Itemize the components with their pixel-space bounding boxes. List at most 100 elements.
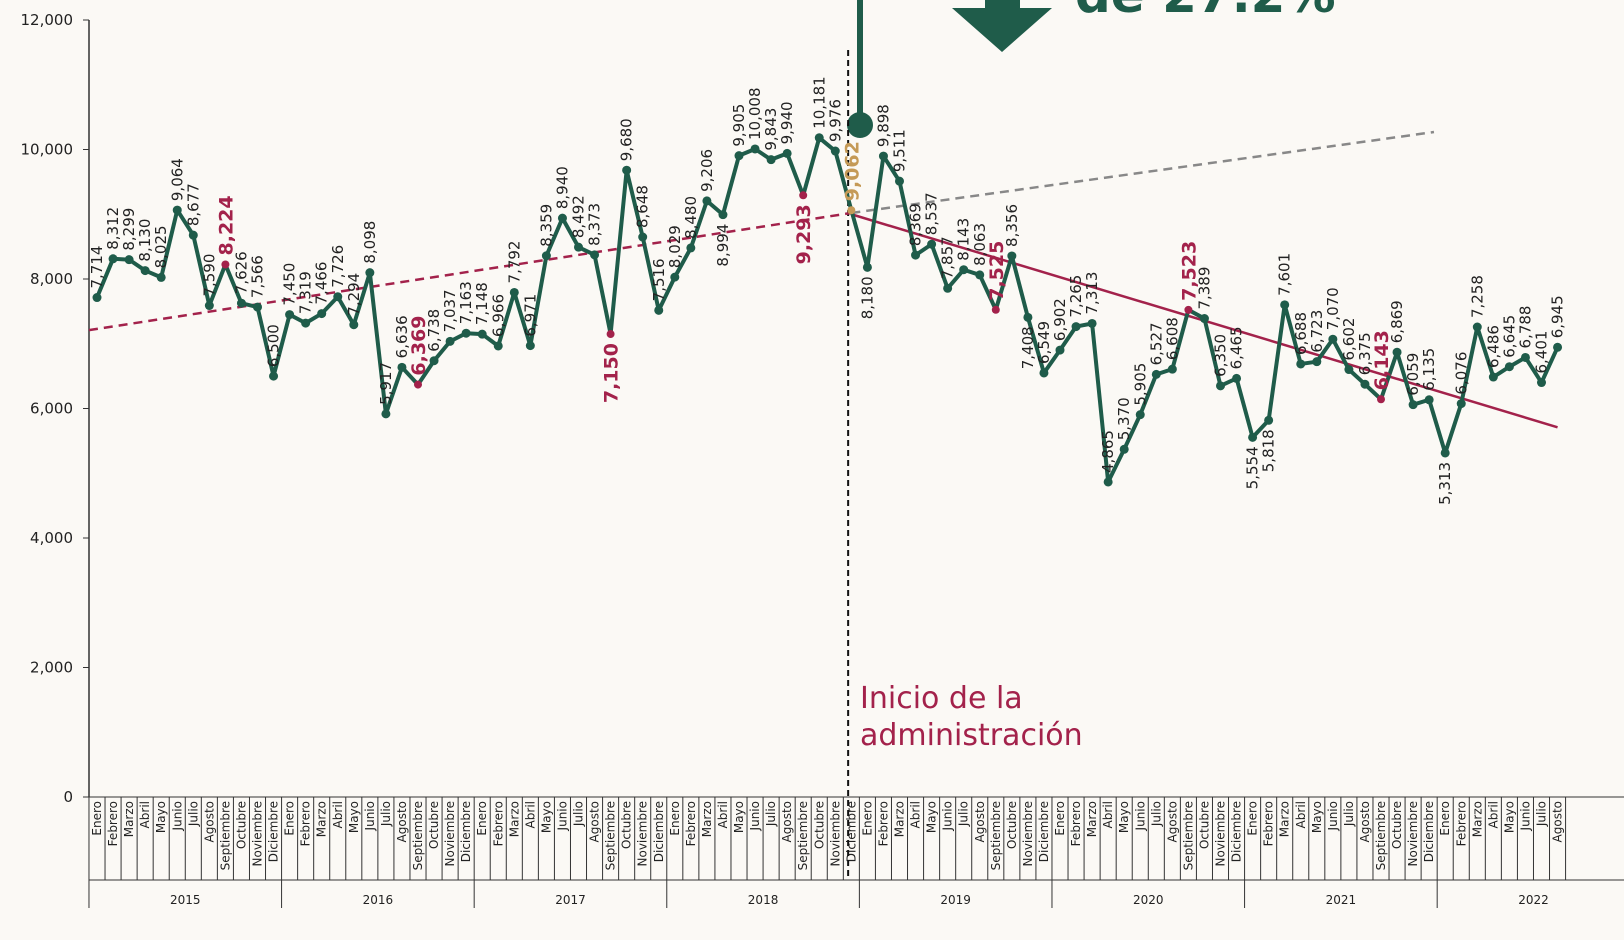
value-label: 8,143 (955, 218, 973, 261)
point (590, 250, 600, 260)
x-tick-label: Marzo (1470, 801, 1484, 837)
x-tick-label: Mayo (154, 801, 168, 833)
value-label: 8,356 (1003, 204, 1021, 247)
x-tick-label: Febrero (106, 801, 120, 846)
value-label: 9,680 (618, 118, 636, 161)
value-label: 7,516 (650, 258, 668, 301)
y-tick-label: 12,000 (21, 11, 74, 29)
point (991, 305, 1000, 314)
point (766, 155, 776, 165)
x-tick-label: Agosto (588, 801, 602, 842)
x-tick-label: Agosto (1551, 801, 1565, 842)
x-tick-label: Abril (138, 801, 152, 828)
year-label: 2019 (940, 893, 971, 907)
value-label: 5,905 (1131, 363, 1149, 406)
point (1103, 477, 1113, 487)
point (253, 302, 262, 312)
x-tick-label: Agosto (395, 801, 409, 842)
value-label: 7,037 (441, 289, 459, 332)
value-label: 9,206 (698, 149, 716, 192)
value-label: 7,857 (939, 236, 957, 279)
point (1199, 314, 1209, 324)
x-tick-label: Mayo (539, 801, 553, 833)
x-tick-label: Julio (572, 801, 586, 827)
value-label: 6,608 (1163, 317, 1181, 360)
value-label: 6,738 (425, 309, 443, 352)
point (1135, 410, 1145, 420)
x-tick-label: Marzo (315, 801, 329, 837)
value-label: 6,527 (1147, 322, 1165, 365)
point (1280, 300, 1290, 310)
point (1248, 432, 1258, 442)
value-label: 7,313 (1083, 272, 1101, 315)
value-label: 7,258 (1468, 275, 1486, 318)
value-label: 8,359 (537, 204, 555, 247)
point (1472, 322, 1482, 332)
value-label: 8,940 (553, 166, 571, 209)
x-tick-label: Junio (363, 801, 377, 831)
point (1216, 381, 1225, 391)
value-label: 8,025 (152, 225, 170, 268)
x-tick-label: Noviembre (1021, 801, 1035, 867)
point (1553, 342, 1563, 352)
x-tick-label: Mayo (347, 801, 361, 833)
point (509, 287, 519, 297)
x-tick-label: Enero (1246, 801, 1260, 836)
trend-line (851, 130, 1435, 215)
x-tick-label: Mayo (1502, 801, 1516, 833)
point (1504, 362, 1514, 372)
headline: de 27.2% (1075, 0, 1336, 24)
point (1167, 364, 1177, 374)
point (606, 330, 615, 339)
x-tick-label: Febrero (491, 801, 505, 846)
x-tick-label: Enero (475, 801, 489, 836)
x-tick-label: Octubre (427, 801, 441, 849)
value-label: 5,554 (1244, 446, 1262, 489)
point (397, 362, 407, 372)
point (1184, 305, 1193, 314)
value-label: 7,726 (329, 245, 347, 288)
x-tick-label: Diciembre (1422, 801, 1436, 862)
value-label: 7,590 (200, 254, 218, 297)
x-tick-label: Junio (1326, 801, 1340, 831)
x-tick-label: Abril (909, 801, 923, 828)
x-tick-label: Septiembre (1374, 801, 1388, 870)
x-tick-label: Marzo (507, 801, 521, 837)
x-tick-label: Marzo (1085, 801, 1099, 837)
x-tick-label: Abril (331, 801, 345, 828)
x-tick-label: Febrero (684, 801, 698, 846)
point (285, 310, 295, 320)
point (1488, 372, 1498, 382)
x-tick-label: Febrero (1069, 801, 1083, 846)
point (1151, 369, 1161, 379)
point (702, 196, 712, 206)
point (188, 230, 198, 240)
x-tick-label: Septiembre (1181, 801, 1195, 870)
value-label: 9,293 (793, 204, 815, 264)
x-tick-label: Diciembre (652, 801, 666, 862)
point (734, 151, 744, 161)
value-label: 8,537 (923, 192, 941, 235)
point (301, 318, 311, 328)
value-label: 6,465 (1228, 326, 1246, 369)
x-tick-label: Febrero (876, 801, 890, 846)
point (911, 250, 921, 260)
point (445, 336, 455, 346)
point (686, 243, 696, 253)
value-label: 7,714 (88, 246, 106, 289)
value-label: 9,905 (730, 104, 748, 147)
point (1055, 345, 1065, 355)
point (750, 144, 760, 154)
value-label: 6,500 (265, 324, 283, 367)
point (236, 298, 246, 308)
point (317, 309, 327, 319)
x-tick-label: Marzo (700, 801, 714, 837)
point (1537, 378, 1546, 388)
year-label: 2016 (363, 893, 394, 907)
point (92, 293, 102, 303)
x-tick-label: Agosto (1358, 801, 1372, 842)
value-label: 6,971 (521, 294, 539, 337)
x-tick-label: Julio (1342, 801, 1356, 827)
y-tick-label: 4,000 (30, 529, 73, 547)
point (1408, 400, 1418, 410)
